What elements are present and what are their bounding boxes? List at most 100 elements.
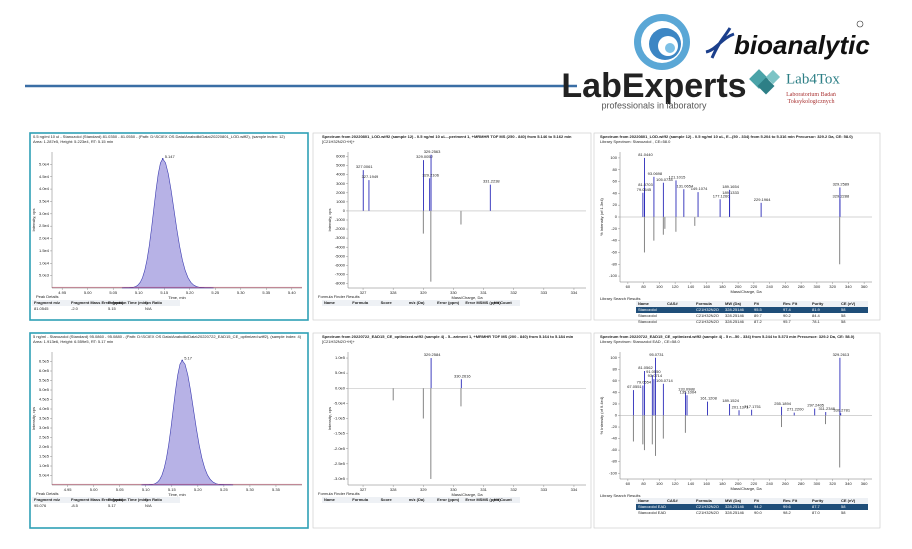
x-tick-label: 334 <box>571 487 578 492</box>
table-cell: 97.4 <box>783 307 792 312</box>
x-tick-label: 5.30 <box>237 290 246 295</box>
table-cell: 328.25146 <box>725 307 745 312</box>
peak-label: 81.0562 <box>638 365 653 370</box>
peak-label: 149.1074 <box>691 186 708 191</box>
lab4tox-tagline: Laboratorium Badań Toksykologicznych <box>786 92 836 105</box>
x-tick-label: 300 <box>814 481 821 486</box>
y-tick-label: 2.5e5 <box>39 435 50 440</box>
xic-apex <box>161 158 164 160</box>
table-header-cell: m/z (Da) <box>409 300 425 305</box>
y-tick-label: 0 <box>615 214 618 219</box>
x-tick-label: 140 <box>688 481 695 486</box>
x-axis-label: Time, min <box>168 295 185 300</box>
table-header <box>636 498 868 504</box>
y-tick-label: -100 <box>609 273 618 278</box>
y-tick-label: -80 <box>611 261 618 266</box>
x-tick-label: 5.05 <box>109 290 118 295</box>
registered-mark <box>856 20 864 28</box>
x-tick-label: 5.35 <box>272 487 281 492</box>
x-tick-label: 120 <box>672 284 679 289</box>
x-tick-label: 329 <box>420 290 427 295</box>
x-tick-label: 300 <box>814 284 821 289</box>
peak-label: 81.0440 <box>638 152 653 157</box>
table-header <box>32 497 180 503</box>
x-tick-label: 60 <box>626 481 631 486</box>
peak-label: 330.2781 <box>833 407 850 412</box>
x-tick-label: 332 <box>510 487 517 492</box>
peak-label: 93.0714 <box>648 373 663 378</box>
y-tick-label: -2.5e5 <box>334 461 346 466</box>
y-tick-label: 60 <box>613 378 618 383</box>
table-cell: 84.4 <box>812 313 821 318</box>
x-tick-label: 200 <box>735 481 742 486</box>
xic-title: 0.5 ng/ml 10 ul - Stanozolol (Standard) … <box>33 134 286 139</box>
y-tick-label: 4.5e4 <box>39 174 50 179</box>
peak-label: 91.0550 <box>646 369 661 374</box>
xic-peak-label: 5.147 <box>165 154 176 159</box>
table-cell: 87.0 <box>812 510 821 515</box>
y-tick-label: -1000 <box>335 217 346 222</box>
x-tick-label: 180 <box>719 284 726 289</box>
library-title: Spectrum from 20220801_LOD.wiff2 (sample… <box>600 134 853 139</box>
y-tick-label: -40 <box>611 238 618 243</box>
y-tick-label: 40 <box>613 190 618 195</box>
peak-label: 229.1964 <box>754 197 771 202</box>
table-header-cell: Name <box>324 497 336 502</box>
y-tick-label: 1.5e4 <box>39 248 50 253</box>
y-tick-label: 3.5e5 <box>39 416 50 421</box>
table-cell: 5.17 <box>108 503 117 508</box>
table-cell: 328.25146 <box>725 504 745 509</box>
table-header-cell: CAS# <box>667 301 678 306</box>
peak-label: 189.1524 <box>722 398 739 403</box>
y-tick-label: 5.5e5 <box>39 378 50 383</box>
peak-label: 189.1654 <box>722 184 739 189</box>
table-cell: 89.7 <box>754 313 763 318</box>
table-header-cell: Purity <box>812 301 824 306</box>
table-header-cell: Retention Time (min) <box>108 300 148 305</box>
table-header-cell: m/z (Da) <box>409 497 425 502</box>
x-tick-label: 5.30 <box>246 487 255 492</box>
x-tick-label: 331 <box>480 290 487 295</box>
peak-label: 297.2405 <box>807 403 824 408</box>
table-header-cell: Formula <box>352 300 369 305</box>
y-tick-label: 5.0e4 <box>335 370 346 375</box>
table-header-cell: Name <box>324 300 336 305</box>
spectrum-title: Spectrum from 20220722_EAD15_CE_optimize… <box>322 334 574 339</box>
table-cell: Stanozolol EAD <box>638 504 666 509</box>
table-cell: -8.5 <box>71 503 79 508</box>
table-cell: 78.1 <box>812 319 821 324</box>
labexperts-name: LabExperts <box>561 67 746 105</box>
spectrum-subtitle: [C21H32N2O+H]+ <box>322 339 355 344</box>
x-tick-label: 280 <box>798 481 805 486</box>
y-tick-label: 1.0e4 <box>39 260 50 265</box>
table-header <box>322 300 520 306</box>
y-tick-label: -1.0e5 <box>334 416 346 421</box>
y-tick-label: 1.0e5 <box>39 463 50 468</box>
table-header-cell: Rev. Fit <box>783 498 798 503</box>
y-tick-label: -1.5e5 <box>334 431 346 436</box>
table-cell: 94.2 <box>754 504 763 509</box>
table-header-cell: Error MSMS (ppm) <box>465 497 501 502</box>
peak-label: 217.1751 <box>744 404 761 409</box>
y-tick-label: 1000 <box>336 199 346 204</box>
x-tick-label: 340 <box>845 284 852 289</box>
y-tick-label: 3.0e5 <box>39 425 50 430</box>
x-tick-label: 330 <box>450 487 457 492</box>
y-tick-label: 2.0e4 <box>39 236 50 241</box>
table-cell: 81.9 <box>812 307 821 312</box>
y-tick-label: -2.0e5 <box>334 446 346 451</box>
table-cell: C21H32N2O <box>696 307 719 312</box>
x-tick-label: 5.00 <box>90 487 99 492</box>
y-tick-label: 5.0e4 <box>39 473 50 478</box>
table-cell: -2.0 <box>71 306 79 311</box>
table-cell: Stanozolol <box>638 307 657 312</box>
x-axis-label: Mass/Charge, Da <box>451 492 483 497</box>
x-tick-label: 5.10 <box>135 290 144 295</box>
x-tick-label: 100 <box>656 284 663 289</box>
x-tick-label: 5.25 <box>220 487 229 492</box>
spectrum-subtitle: [C21H32N2O+H]+ <box>322 139 355 144</box>
table-cell: C21H32N2O <box>696 510 719 515</box>
y-axis-label: % Intensity (of 1.3e4) <box>599 197 604 235</box>
selected-row <box>636 307 868 313</box>
y-tick-label: 3000 <box>336 181 346 186</box>
